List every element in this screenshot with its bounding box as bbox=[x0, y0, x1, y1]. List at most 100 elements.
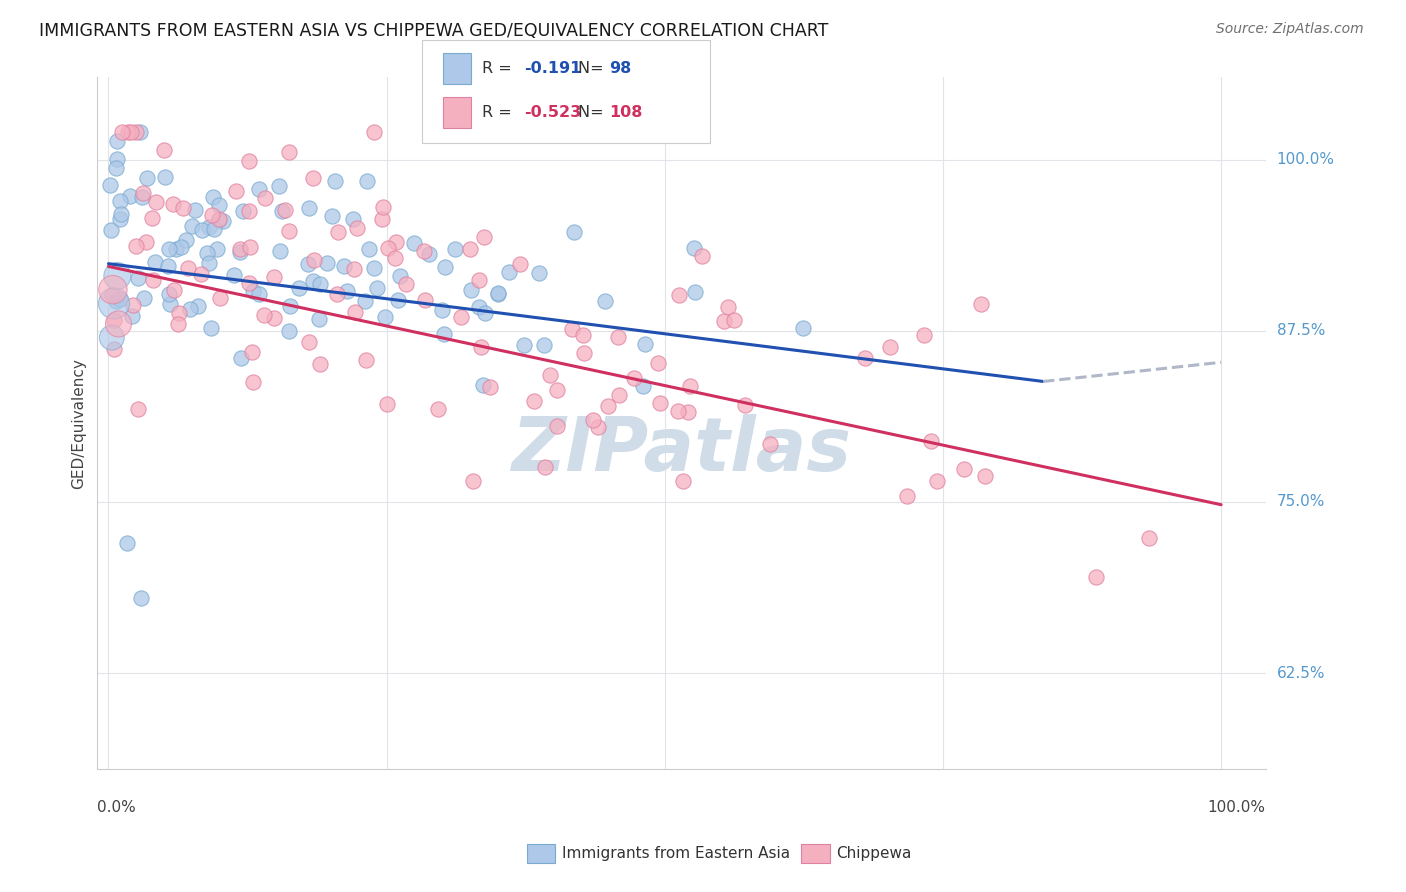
Point bbox=[301, 171, 323, 186]
Point bbox=[208, 211, 231, 226]
Text: 87.5%: 87.5% bbox=[1277, 323, 1324, 338]
Point bbox=[117, 125, 139, 139]
Point bbox=[127, 402, 149, 417]
Point bbox=[229, 242, 252, 256]
Point bbox=[668, 288, 690, 302]
Point bbox=[974, 468, 997, 483]
Point bbox=[100, 223, 122, 237]
Point bbox=[201, 190, 224, 204]
Point bbox=[308, 277, 330, 291]
Point bbox=[153, 169, 176, 184]
Point bbox=[474, 306, 496, 320]
Point bbox=[596, 400, 619, 414]
Point bbox=[105, 153, 128, 167]
Point bbox=[308, 312, 330, 326]
Point bbox=[853, 351, 876, 365]
Point bbox=[101, 283, 124, 297]
Point bbox=[125, 239, 148, 253]
Point bbox=[582, 412, 605, 426]
Point bbox=[467, 272, 489, 286]
Point bbox=[690, 249, 713, 263]
Point bbox=[108, 194, 131, 208]
Point bbox=[247, 286, 270, 301]
Y-axis label: GED/Equivalency: GED/Equivalency bbox=[72, 358, 86, 489]
Point bbox=[242, 375, 264, 389]
Point bbox=[201, 208, 224, 222]
Point bbox=[679, 379, 702, 393]
Point bbox=[118, 189, 141, 203]
Point bbox=[734, 398, 756, 412]
Point bbox=[650, 396, 672, 410]
Point bbox=[546, 419, 568, 434]
Point bbox=[190, 268, 212, 282]
Point bbox=[634, 336, 657, 351]
Text: Chippewa: Chippewa bbox=[837, 847, 912, 861]
Point bbox=[450, 310, 472, 324]
Point bbox=[125, 125, 148, 139]
Point bbox=[162, 197, 184, 211]
Point bbox=[136, 170, 159, 185]
Text: -0.523: -0.523 bbox=[524, 104, 582, 120]
Point bbox=[101, 331, 124, 345]
Point bbox=[366, 281, 388, 295]
Point bbox=[326, 225, 349, 239]
Point bbox=[195, 246, 218, 260]
Point bbox=[509, 257, 531, 271]
Point bbox=[315, 256, 337, 270]
Point bbox=[325, 174, 347, 188]
Point bbox=[1085, 570, 1108, 584]
Point bbox=[103, 296, 125, 310]
Point bbox=[253, 309, 276, 323]
Point bbox=[486, 285, 509, 300]
Point bbox=[647, 356, 669, 370]
Point bbox=[120, 125, 142, 139]
Point bbox=[165, 242, 187, 256]
Text: IMMIGRANTS FROM EASTERN ASIA VS CHIPPEWA GED/EQUIVALENCY CORRELATION CHART: IMMIGRANTS FROM EASTERN ASIA VS CHIPPEWA… bbox=[39, 22, 828, 40]
Point bbox=[187, 299, 209, 313]
Text: 98: 98 bbox=[609, 61, 631, 76]
Point bbox=[181, 219, 204, 233]
Text: 62.5%: 62.5% bbox=[1277, 665, 1326, 681]
Text: 0.0%: 0.0% bbox=[97, 799, 136, 814]
Point bbox=[433, 326, 456, 341]
Point bbox=[371, 200, 394, 214]
Text: N=: N= bbox=[578, 61, 609, 76]
Point bbox=[157, 259, 180, 273]
Point bbox=[212, 214, 235, 228]
Point bbox=[143, 255, 166, 269]
Point bbox=[157, 242, 180, 256]
Text: 100.0%: 100.0% bbox=[1208, 799, 1265, 814]
Point bbox=[925, 474, 948, 488]
Point bbox=[426, 401, 449, 416]
Point bbox=[141, 211, 163, 225]
Point bbox=[98, 178, 121, 192]
Text: Source: ZipAtlas.com: Source: ZipAtlas.com bbox=[1216, 22, 1364, 37]
Point bbox=[200, 321, 222, 335]
Point bbox=[970, 297, 993, 311]
Point bbox=[107, 317, 129, 331]
Point bbox=[363, 261, 385, 276]
Point bbox=[110, 207, 132, 221]
Point bbox=[229, 244, 252, 259]
Point bbox=[302, 274, 325, 288]
Point bbox=[231, 351, 253, 366]
Point bbox=[121, 310, 143, 324]
Point bbox=[486, 286, 509, 301]
Point bbox=[413, 293, 436, 307]
Text: Immigrants from Eastern Asia: Immigrants from Eastern Asia bbox=[562, 847, 790, 861]
Point bbox=[135, 235, 157, 250]
Point bbox=[574, 345, 596, 359]
Point bbox=[562, 225, 585, 239]
Point bbox=[326, 287, 349, 301]
Point bbox=[179, 302, 201, 317]
Point bbox=[177, 261, 200, 276]
Point bbox=[607, 387, 630, 401]
Point bbox=[142, 273, 165, 287]
Point bbox=[606, 330, 628, 344]
Point bbox=[104, 293, 127, 308]
Point bbox=[169, 240, 191, 254]
Point bbox=[336, 285, 359, 299]
Point bbox=[478, 380, 501, 394]
Point bbox=[384, 252, 406, 266]
Point bbox=[356, 353, 378, 368]
